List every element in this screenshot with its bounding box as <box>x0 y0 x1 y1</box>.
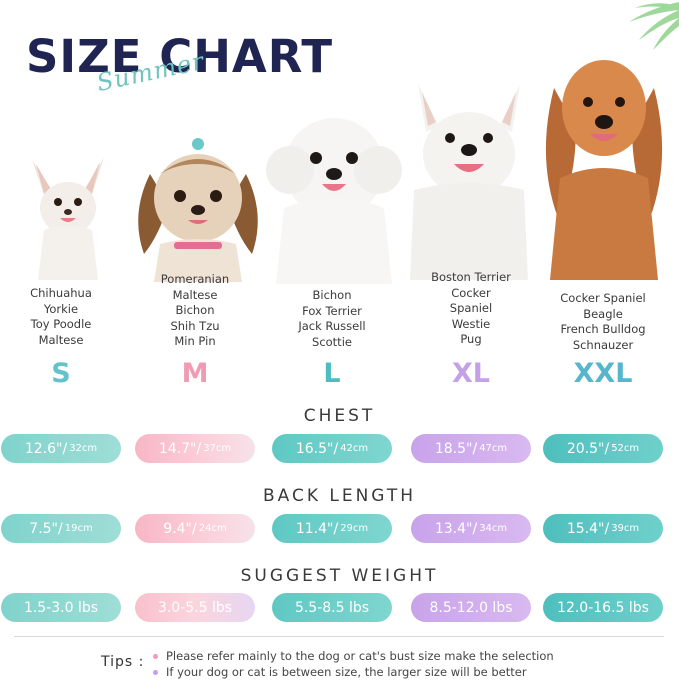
breed-name: Cocker Spaniel <box>560 291 646 305</box>
breed-list-l: Bichon Fox Terrier Jack Russell Scottie <box>272 288 392 350</box>
breed-name: Maltese <box>172 287 218 302</box>
chest-value-l: 16.5"/42cm <box>272 434 392 463</box>
breed-name: Chihuahua <box>30 286 92 300</box>
chest-value-xl: 18.5"/47cm <box>411 434 531 463</box>
back-length-value-s: 7.5"/19cm <box>1 514 121 543</box>
chest-value-m: 14.7"/37cm <box>135 434 255 463</box>
breed-name: Westie <box>451 316 491 331</box>
breed-list-xl: Boston Terrier Cocker Spaniel Westie Pug <box>411 270 531 348</box>
divider <box>14 636 664 637</box>
breed-name: Spaniel <box>449 301 493 315</box>
breed-name: Beagle <box>583 306 623 321</box>
breed-name: Bichon <box>175 303 215 317</box>
weight-heading: SUGGEST WEIGHT <box>240 566 439 586</box>
size-label-xxl: XXL <box>573 358 633 389</box>
weight-value-s: 1.5-3.0 lbs <box>1 593 121 622</box>
breed-name: Bichon <box>312 288 352 302</box>
breed-name: Toy Poodle <box>30 317 92 331</box>
back-length-value-l: 11.4"/29cm <box>272 514 392 543</box>
cocker-spaniel-image <box>545 60 663 280</box>
breed-name: Jack Russell <box>298 319 366 333</box>
size-label-s: S <box>51 358 71 389</box>
breed-name: Min Pin <box>174 334 216 348</box>
breed-name: Cocker <box>451 285 491 300</box>
westie-image <box>410 84 528 280</box>
tips-label: Tips : <box>101 654 145 670</box>
breed-name: Maltese <box>38 332 84 347</box>
breed-name: Schnauzer <box>572 337 634 352</box>
breed-name: Scottie <box>312 334 352 349</box>
breed-name: Shih Tzu <box>170 318 220 333</box>
chihuahua-image <box>32 158 104 280</box>
back-length-value-xxl: 15.4"/39cm <box>543 514 663 543</box>
weight-value-m: 3.0-5.5 lbs <box>135 593 255 622</box>
size-label-xl: XL <box>451 358 491 389</box>
bullet-dot-icon <box>153 670 158 675</box>
breed-name: Pug <box>460 332 482 346</box>
breed-name: Pomeranian <box>160 272 230 286</box>
breed-name: Yorkie <box>43 301 79 316</box>
weight-value-l: 5.5-8.5 lbs <box>272 593 392 622</box>
bichon-image <box>266 118 402 284</box>
size-label-l: L <box>323 358 341 389</box>
chest-heading: CHEST <box>303 406 376 426</box>
size-label-m: M <box>181 358 209 389</box>
breed-list-s: Chihuahua Yorkie Toy Poodle Maltese <box>1 286 121 348</box>
tip-item: If your dog or cat is between size, the … <box>153 665 527 679</box>
breed-list-xxl: Cocker Spaniel Beagle French Bulldog Sch… <box>543 291 663 353</box>
back-length-value-xl: 13.4"/34cm <box>411 514 531 543</box>
weight-value-xxl: 12.0-16.5 lbs <box>543 593 663 622</box>
breed-name: French Bulldog <box>560 322 646 336</box>
breed-list-m: Pomeranian Maltese Bichon Shih Tzu Min P… <box>135 272 255 350</box>
breed-name: Fox Terrier <box>302 303 362 318</box>
back-length-heading: BACK LENGTH <box>262 486 417 506</box>
palm-leaf-decoration <box>629 2 679 50</box>
chest-value-s: 12.6"/32cm <box>1 434 121 463</box>
chest-value-xxl: 20.5"/52cm <box>543 434 663 463</box>
weight-value-xl: 8.5-12.0 lbs <box>411 593 531 622</box>
bullet-dot-icon <box>153 654 158 659</box>
shih-tzu-image <box>138 138 258 282</box>
back-length-value-m: 9.4"/24cm <box>135 514 255 543</box>
breed-name: Boston Terrier <box>431 270 511 284</box>
tip-item: Please refer mainly to the dog or cat's … <box>153 649 554 663</box>
chart-title: SIZE CHART <box>26 30 334 83</box>
